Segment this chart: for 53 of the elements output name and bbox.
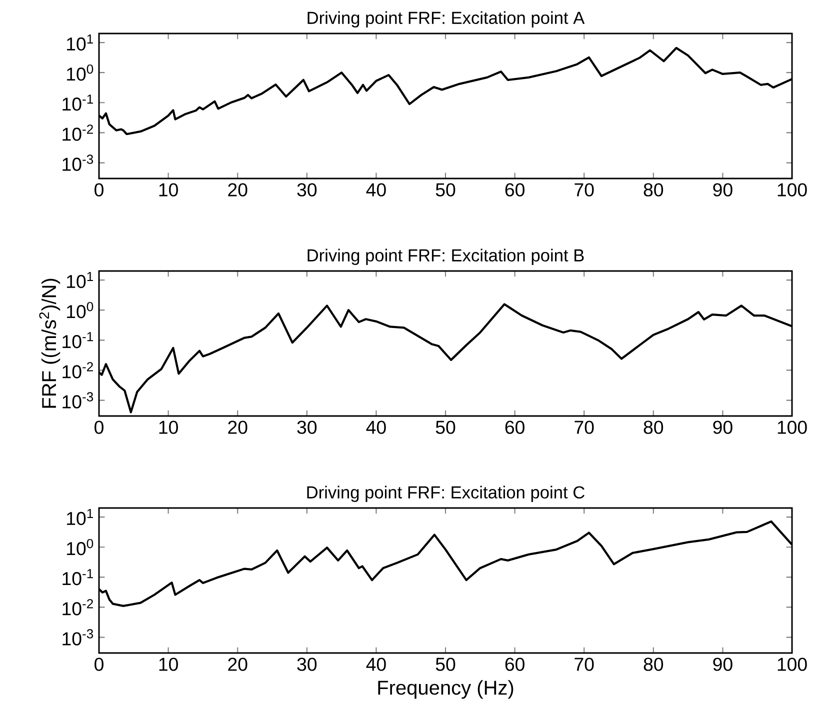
x-tick-label: 20 xyxy=(228,420,248,434)
x-tick-label: 30 xyxy=(297,420,317,434)
x-tick-label: 80 xyxy=(644,658,664,671)
x-tick-label: 0 xyxy=(94,420,104,434)
y-tick-label: 10$^{0}$ xyxy=(67,302,94,318)
chart-title: Driving point FRF: Excitation point C xyxy=(307,486,584,502)
y-tick-label: 10$^{-1}$ xyxy=(62,94,93,111)
x-tick-label: 0 xyxy=(94,658,104,671)
x-tick-label: 100 xyxy=(778,658,807,671)
x-tick-label: 60 xyxy=(505,183,524,196)
x-tick-label: 60 xyxy=(505,420,524,434)
x-tick-label: 50 xyxy=(436,420,456,434)
chart-title: Driving point FRF: Excitation point A xyxy=(308,11,585,28)
x-tick-label: 30 xyxy=(297,658,317,671)
x-tick-label: 70 xyxy=(574,420,594,434)
x-tick-label: 90 xyxy=(713,183,732,196)
x-tick-label: 10 xyxy=(159,658,178,671)
x-tick-label: 20 xyxy=(228,183,248,196)
x-tick-label: 30 xyxy=(297,183,317,196)
y-tick-label: 10$^{-2}$ xyxy=(62,124,93,141)
y-tick-label: 10$^{-3}$ xyxy=(62,392,94,408)
x-tick-label: 0 xyxy=(94,183,104,196)
x-tick-label: 10 xyxy=(159,420,178,434)
y-tick-label: 10$^{1}$ xyxy=(67,34,93,51)
x-tick-label: 100 xyxy=(778,420,807,434)
x-tick-label: 70 xyxy=(574,183,594,196)
y-axis-title: FRF ((m/s$^{2}$)/N) xyxy=(39,278,60,408)
x-tick-label: 10 xyxy=(159,183,178,196)
y-tick-label: 10$^{0}$ xyxy=(67,538,94,556)
y-tick-label: 10$^{-2}$ xyxy=(62,599,93,616)
y-tick-label: 10$^{0}$ xyxy=(67,64,94,81)
x-tick-label: 80 xyxy=(644,420,664,434)
x-tick-label: 60 xyxy=(505,658,524,671)
chart-title: Driving point FRF: Excitation point B xyxy=(308,248,584,265)
x-tick-label: 20 xyxy=(228,658,248,671)
x-tick-label: 40 xyxy=(366,420,386,434)
x-tick-label: 50 xyxy=(436,183,456,196)
x-tick-label: 100 xyxy=(778,183,807,196)
x-tick-label: 40 xyxy=(366,658,386,671)
x-axis-title: Frequency (Hz) xyxy=(378,680,514,699)
y-tick-label: 10$^{1}$ xyxy=(67,272,93,288)
y-tick-label: 10$^{-3}$ xyxy=(62,154,94,171)
x-tick-label: 50 xyxy=(436,658,456,671)
y-tick-label: 10$^{-3}$ xyxy=(62,629,94,646)
x-tick-label: 90 xyxy=(713,420,732,434)
x-tick-label: 40 xyxy=(366,183,386,196)
y-tick-label: 10$^{-1}$ xyxy=(62,569,93,586)
x-tick-label: 80 xyxy=(644,183,664,196)
y-tick-label: 10$^{-1}$ xyxy=(62,332,93,348)
x-tick-label: 90 xyxy=(713,658,732,671)
y-tick-label: 10$^{1}$ xyxy=(67,508,93,526)
y-tick-label: 10$^{-2}$ xyxy=(62,362,93,378)
x-tick-label: 70 xyxy=(574,658,594,671)
